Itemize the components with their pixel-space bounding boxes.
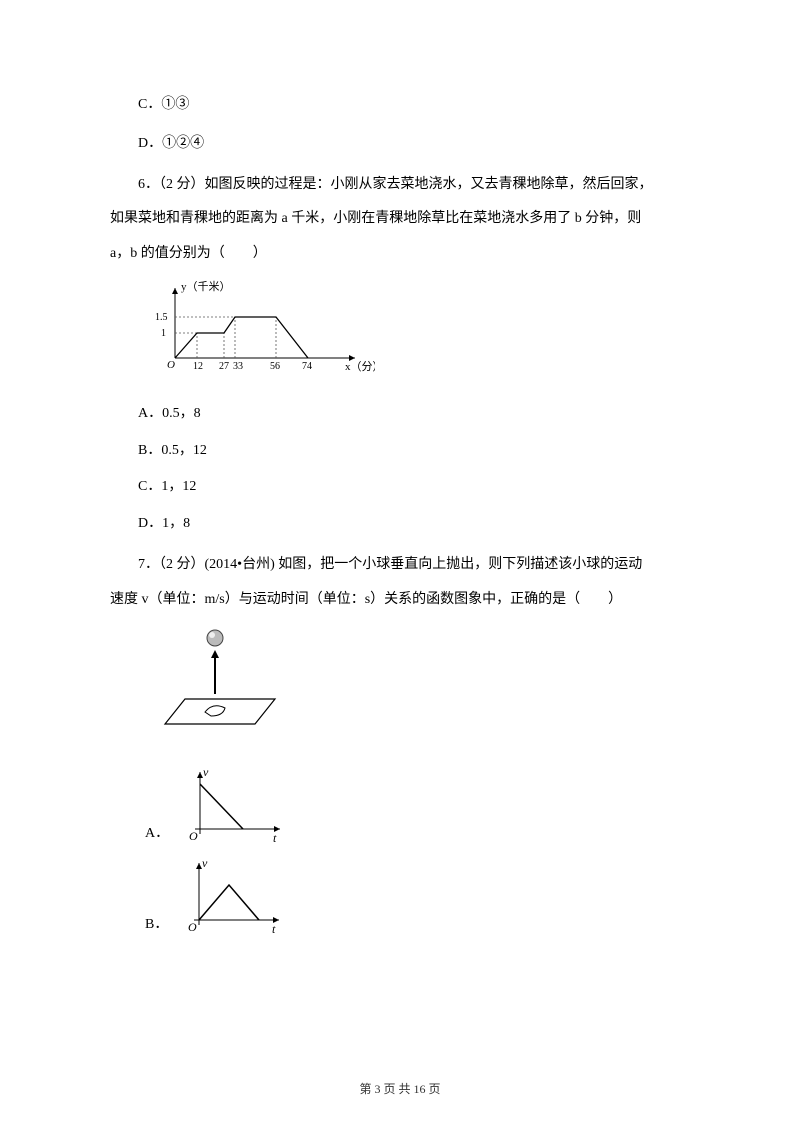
q6-xtick-27: 27 <box>219 361 229 372</box>
q6-ytick-1.5: 1.5 <box>155 312 168 323</box>
q6-option-d: D．1，8 <box>110 509 690 540</box>
q6-option-c: C．1，12 <box>110 472 690 503</box>
q6-text-line3: a，b 的值分别为（ ） <box>110 239 690 270</box>
q6-option-b: B．0.5，12 <box>110 436 690 467</box>
q7-optB-yaxis: v <box>202 856 208 870</box>
page-footer: 第 3 页 共 16 页 <box>0 1076 800 1102</box>
q7-option-b: B． v t O <box>145 855 690 940</box>
q7-text-line1: 7．（2 分）(2014•台州) 如图，把一个小球垂直向上抛出，则下列描述该小球… <box>110 550 690 581</box>
q7-option-a: A． v t O <box>145 764 690 849</box>
prev-option-c: C．①③ <box>110 90 690 121</box>
q6-graph: y（千米） x（分） O 1 1.5 12 27 33 56 74 <box>145 278 690 391</box>
q7-throw-figure <box>145 624 690 757</box>
footer-total: 16 <box>414 1082 426 1096</box>
q6-xtick-56: 56 <box>270 361 280 372</box>
svg-text:O: O <box>167 359 175 371</box>
q6-y-label: y（千米） <box>181 280 231 293</box>
footer-prefix: 第 <box>359 1082 374 1096</box>
q6-x-label: x（分） <box>345 360 375 373</box>
q7-optA-label: A． <box>145 819 169 850</box>
q7-text-line2: 速度 v（单位：m/s）与运动时间（单位：s）关系的函数图象中，正确的是（ ） <box>110 585 690 616</box>
q6-text-line1: 6．（2 分）如图反映的过程是：小刚从家去菜地浇水，又去青稞地除草，然后回家， <box>110 170 690 201</box>
q7-optB-label: B． <box>145 910 168 941</box>
q6-ytick-1: 1 <box>161 328 166 339</box>
q6-option-a: A．0.5，8 <box>110 399 690 430</box>
q7-optA-xaxis: t <box>273 831 277 845</box>
question-7: 7．（2 分）(2014•台州) 如图，把一个小球垂直向上抛出，则下列描述该小球… <box>110 550 690 581</box>
footer-suffix: 页 <box>426 1082 441 1096</box>
svg-text:O: O <box>189 829 198 843</box>
prev-option-d: D．①②④ <box>110 129 690 160</box>
q6-xtick-12: 12 <box>193 361 203 372</box>
svg-text:O: O <box>188 920 197 934</box>
q7-optB-xaxis: t <box>272 922 276 936</box>
q6-text-line2: 如果菜地和青稞地的距离为 a 千米，小刚在青稞地除草比在菜地浇水多用了 b 分钟… <box>110 204 690 235</box>
q6-xtick-33: 33 <box>233 361 243 372</box>
q6-xtick-74: 74 <box>302 361 312 372</box>
q7-optA-yaxis: v <box>203 765 209 779</box>
question-6: 6．（2 分）如图反映的过程是：小刚从家去菜地浇水，又去青稞地除草，然后回家， <box>110 170 690 201</box>
footer-mid: 页 共 <box>380 1082 413 1096</box>
